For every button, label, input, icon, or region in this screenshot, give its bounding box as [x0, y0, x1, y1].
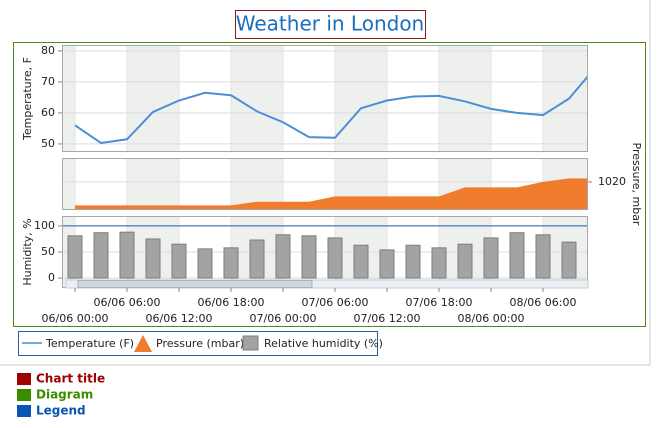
title-box: [235, 10, 426, 39]
y-tick-label: 1020: [598, 175, 626, 188]
diagram-border: [13, 42, 646, 327]
axis-title: Humidity, %: [21, 218, 34, 285]
humidity-bar: [119, 231, 135, 279]
humidity-bar: [197, 248, 213, 279]
humidity-bar: [145, 238, 161, 279]
humidity-bar: [379, 249, 395, 279]
humidity-bar: [405, 244, 421, 279]
humidity-bar: [483, 237, 499, 279]
legend-label: Pressure (mbar): [156, 337, 244, 350]
scrollbar[interactable]: [65, 279, 589, 289]
humidity-bar: [67, 235, 83, 279]
humidity-bar: [249, 239, 265, 279]
humidity-bar: [171, 243, 187, 279]
interlace: [62, 158, 75, 210]
interlace: [335, 45, 387, 152]
x-tick-label: 07/06 00:00: [250, 312, 317, 325]
pane: [62, 158, 588, 210]
pane: [62, 216, 588, 288]
y-tick-label: 80: [41, 44, 55, 57]
humidity-bar: [457, 243, 473, 279]
key-label: Legend: [36, 404, 86, 418]
interlace: [127, 45, 179, 152]
key-swatch: [17, 405, 31, 417]
chart-title: Weather in London: [236, 12, 424, 36]
axis-title: Pressure, mbar: [630, 143, 643, 226]
y-tick-label: 50: [41, 245, 55, 258]
temperature-line: [74, 74, 588, 145]
humidity-bar: [223, 247, 239, 279]
x-tick-label: 08/06 06:00: [510, 296, 577, 309]
y-tick-label: 60: [41, 106, 55, 119]
interlace: [543, 45, 588, 152]
humidity-bar: [93, 232, 109, 279]
x-tick-label: 07/06 12:00: [354, 312, 421, 325]
key-label: Diagram: [36, 388, 93, 402]
x-tick-label: 06/06 18:00: [198, 296, 265, 309]
humidity-bar: [561, 241, 577, 279]
humidity-bar: [327, 237, 343, 279]
x-tick-label: 07/06 18:00: [406, 296, 473, 309]
interlace: [231, 45, 283, 152]
humidity-bar: [301, 235, 317, 279]
y-tick-label: 0: [48, 271, 55, 284]
pressure-area: [75, 178, 588, 210]
x-tick-label: 06/06 00:00: [42, 312, 109, 325]
legend-swatch: [134, 335, 152, 352]
x-tick-label: 08/06 00:00: [458, 312, 525, 325]
pane-border: [62, 158, 588, 210]
x-tick-label: 06/06 06:00: [94, 296, 161, 309]
key-swatch: [17, 373, 31, 385]
legend-box: [18, 331, 378, 356]
key-label: Chart title: [36, 372, 105, 386]
legend-swatch: [242, 335, 259, 351]
y-tick-label: 50: [41, 137, 55, 150]
x-tick-label: 06/06 12:00: [146, 312, 213, 325]
humidity-bar: [353, 244, 369, 279]
humidity-bar: [509, 232, 525, 279]
humidity-bar: [275, 234, 291, 279]
scroll-thumb[interactable]: [77, 280, 313, 288]
humidity-bar: [535, 234, 551, 279]
humidity-bar: [587, 251, 588, 279]
interlace: [231, 158, 283, 210]
key-swatch: [17, 389, 31, 401]
pane-border: [62, 45, 588, 152]
axis-title: Temperature, F: [21, 57, 34, 141]
legend-label: Relative humidity (%): [264, 337, 383, 350]
interlace: [127, 158, 179, 210]
y-tick-label: 100: [34, 219, 55, 232]
x-tick-label: 07/06 06:00: [302, 296, 369, 309]
y-tick-label: 70: [41, 75, 55, 88]
humidity-bar: [431, 247, 447, 279]
pane: [62, 45, 588, 152]
interlace: [62, 45, 75, 152]
legend-label: Temperature (F): [45, 337, 134, 350]
